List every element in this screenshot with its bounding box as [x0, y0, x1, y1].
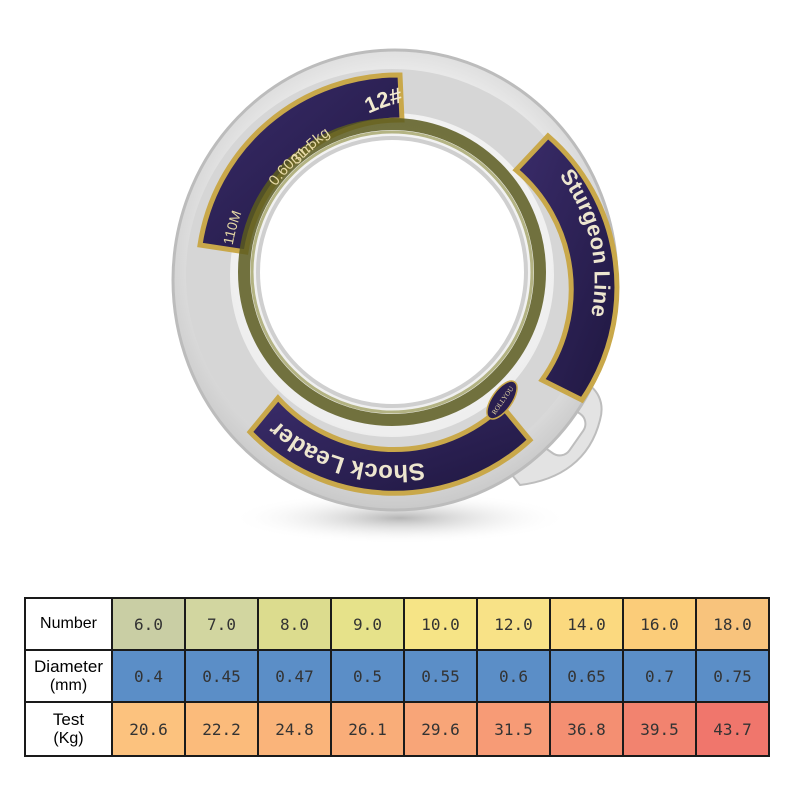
- fishing-line-coil: [238, 118, 546, 426]
- row-header: Number: [24, 597, 113, 651]
- table-cell: 8.0: [257, 597, 332, 651]
- row-header-label: (Kg): [53, 729, 84, 747]
- row-header-label: Test: [52, 710, 85, 730]
- row-header: Test (Kg): [24, 701, 113, 757]
- table-cell: 10.0: [403, 597, 478, 651]
- table-cell: 26.1: [330, 701, 405, 757]
- table-cell: 0.55: [403, 649, 478, 703]
- label-bottom: [246, 394, 534, 496]
- row-header: Diameter (mm): [24, 649, 113, 703]
- spec-table: Number 6.0 7.0 8.0 9.0 10.0 12.0 14.0 16.0 18.0 Di…: [24, 597, 770, 757]
- table-cell: 0.4: [111, 649, 186, 703]
- table-cell: 31.5: [476, 701, 551, 757]
- table-cell: 20.6: [111, 701, 186, 757]
- table-cell: 14.0: [549, 597, 624, 651]
- spool-image: Sturgeon Line Shock Leader 110M 31.5kg 0…: [170, 40, 630, 560]
- diameter-row: Diameter (mm) 0.4 0.45 0.47 0.5 0.55 0.6 0.65 0.7…: [24, 649, 770, 703]
- table-cell: 0.6: [476, 649, 551, 703]
- label-right: [512, 132, 620, 404]
- table-cell: 0.45: [184, 649, 259, 703]
- row-header-label: Number: [40, 614, 97, 632]
- table-cell: 9.0: [330, 597, 405, 651]
- table-cell: 0.47: [257, 649, 332, 703]
- table-cell: 6.0: [111, 597, 186, 651]
- test-row: Test (Kg) 20.6 22.2 24.8 26.1 29.6 31.5 36.8 39.5…: [24, 701, 770, 757]
- table-cell: 7.0: [184, 597, 259, 651]
- table-cell: 24.8: [257, 701, 332, 757]
- row-header-label: (mm): [49, 676, 88, 694]
- table-cell: 18.0: [695, 597, 770, 651]
- table-cell: 16.0: [622, 597, 697, 651]
- table-cell: 29.6: [403, 701, 478, 757]
- table-cell: 0.65: [549, 649, 624, 703]
- row-header-label: Diameter: [34, 657, 103, 677]
- table-cell: 0.5: [330, 649, 405, 703]
- table-cell: 0.7: [622, 649, 697, 703]
- table-cell: 0.75: [695, 649, 770, 703]
- spool-shadow: [230, 492, 570, 544]
- table-cell: 39.5: [622, 701, 697, 757]
- table-cell: 36.8: [549, 701, 624, 757]
- number-row: Number 6.0 7.0 8.0 9.0 10.0 12.0 14.0 16.0 18.0: [24, 597, 770, 651]
- table-cell: 22.2: [184, 701, 259, 757]
- table-cell: 43.7: [695, 701, 770, 757]
- table-cell: 12.0: [476, 597, 551, 651]
- spool-center: [256, 136, 528, 408]
